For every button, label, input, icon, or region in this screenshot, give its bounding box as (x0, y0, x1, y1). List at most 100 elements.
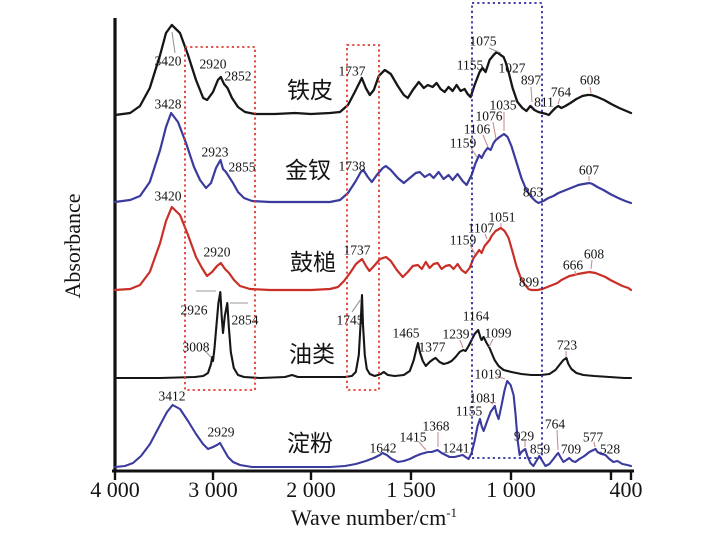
peak-label: 2920 (200, 57, 227, 72)
x-axis-tick-label: 1 000 (486, 477, 536, 502)
spectrum-curve-4 (113, 290, 633, 380)
series-name-label: 金钗 (285, 158, 331, 183)
x-axis-tick-label: 4 000 (90, 477, 140, 502)
peak-leader-line (496, 375, 506, 380)
peak-label: 709 (561, 442, 582, 457)
peak-label: 2854 (232, 313, 259, 328)
spectrum-curve-1 (113, 23, 633, 117)
peak-label: 1745 (337, 313, 364, 328)
x-axis-tick-label: 400 (610, 477, 643, 502)
peak-leader-line (418, 441, 427, 451)
peak-label: 1159 (450, 233, 477, 248)
peak-label: 764 (545, 417, 566, 432)
peak-leader-line (557, 97, 561, 105)
peak-label: 859 (530, 442, 551, 457)
peak-label: 3420 (155, 54, 182, 69)
spectrum-curve-3 (113, 205, 633, 292)
peak-label: 1107 (468, 221, 495, 236)
peak-label: 2926 (181, 303, 208, 318)
peak-label: 863 (523, 185, 544, 200)
peak-label: 1159 (450, 136, 477, 151)
peak-label: 1019 (475, 367, 502, 382)
peak-leader-line (593, 441, 596, 448)
peak-label: 1465 (393, 326, 420, 341)
peak-label: 1164 (463, 309, 490, 324)
peak-label: 1106 (464, 122, 491, 137)
y-axis-title: Absorbance (60, 193, 85, 298)
peak-label: 811 (534, 95, 554, 110)
peak-label: 1155 (457, 58, 484, 73)
peak-label: 577 (583, 430, 604, 445)
peak-label: 723 (557, 338, 578, 353)
blue-dashed-box-fingerprint (471, 2, 543, 459)
peak-label: 2852 (225, 69, 252, 84)
peak-leader-line (204, 350, 212, 358)
peak-label: 1737 (339, 64, 366, 79)
peak-label: 1051 (489, 210, 516, 225)
peak-leader-line (171, 31, 176, 54)
peak-leader-line (492, 121, 497, 140)
peak-label: 1099 (485, 326, 512, 341)
peak-label: 608 (580, 73, 601, 88)
series-name-label: 淀粉 (287, 431, 333, 456)
x-axis-title-superscript: -1 (446, 505, 457, 520)
series-name-label: 铁皮 (287, 78, 333, 103)
peak-leader-line (590, 259, 593, 270)
peak-label: 3008 (183, 340, 210, 355)
peak-leader-line (530, 86, 533, 103)
peak-leader-line (574, 270, 577, 276)
peak-leader-line (488, 338, 494, 348)
peak-leader-line (459, 339, 464, 349)
peak-label: 1076 (476, 109, 503, 124)
spectrum-curve-2 (113, 111, 633, 205)
peak-label: 899 (519, 275, 540, 290)
series-name-label: 油类 (289, 342, 335, 367)
peak-label: 2929 (208, 425, 235, 440)
peak-label: 1239 (443, 327, 470, 342)
peak-label: 1075 (470, 34, 497, 49)
series-name-label: 鼓槌 (290, 250, 336, 275)
x-axis-title-main: Wave number/cm (291, 505, 446, 530)
peak-leader-line (482, 134, 489, 148)
peak-label: 3420 (155, 189, 182, 204)
peak-label: 3428 (155, 97, 182, 112)
peak-leader-line (470, 147, 478, 158)
peak-label: 1642 (370, 441, 397, 456)
peak-label: 608 (584, 247, 605, 262)
spectrum-curve-5 (113, 379, 633, 469)
peak-label: 1027 (499, 61, 526, 76)
peak-label: 1081 (470, 391, 497, 406)
peak-label: 1737 (344, 243, 371, 258)
x-axis-title: Wave number/cm-1 (291, 505, 457, 530)
peak-label: 528 (600, 442, 621, 457)
x-axis-tick-label: 3 000 (188, 477, 238, 502)
red-dashed-box-carbonyl (346, 44, 380, 391)
x-axis-tick-label: 1 500 (386, 477, 436, 502)
peak-leader-line (488, 400, 494, 405)
peak-leader-line (351, 298, 362, 313)
peak-label: 666 (563, 258, 584, 273)
peak-label: 3412 (159, 389, 186, 404)
peak-label: 1377 (419, 340, 446, 355)
peak-label: 607 (579, 163, 600, 178)
peak-leader-line (556, 429, 559, 451)
peak-leader-line (484, 233, 488, 240)
peak-label: 2920 (204, 245, 231, 260)
peak-label: 1241 (443, 441, 470, 456)
peak-label: 1738 (339, 159, 366, 174)
peak-label: 1415 (400, 430, 427, 445)
peak-leader-line (589, 86, 592, 94)
peak-label: 897 (521, 73, 542, 88)
peak-leader-line (488, 47, 502, 54)
peak-label: 1155 (456, 404, 483, 419)
peak-leader-line (469, 244, 476, 255)
x-axis-tick-label: 2 000 (286, 477, 336, 502)
peak-label: 764 (551, 85, 572, 100)
peak-label: 1035 (490, 98, 517, 113)
peak-label: 2855 (229, 160, 256, 175)
peak-label: 929 (514, 429, 535, 444)
peak-label: 2923 (202, 145, 229, 160)
